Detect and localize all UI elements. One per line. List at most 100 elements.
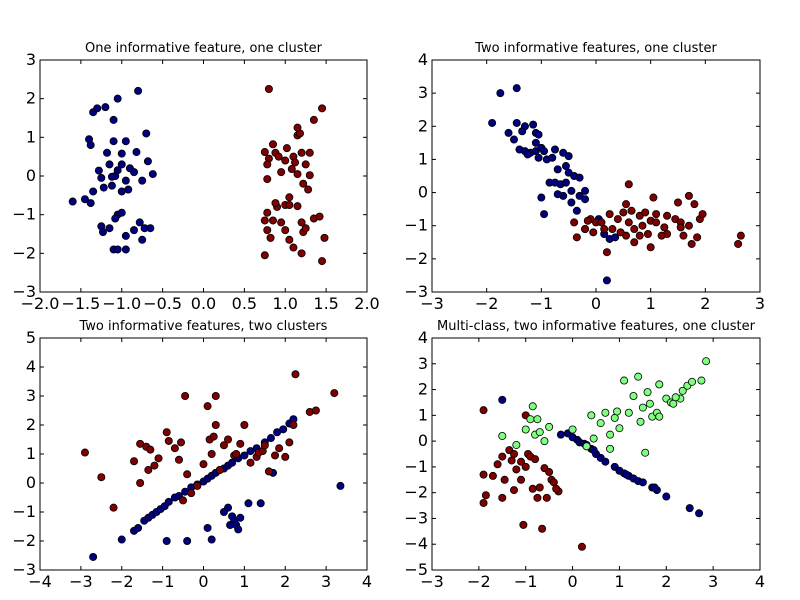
data-point [320, 233, 329, 242]
data-point [330, 389, 339, 398]
plot-area [39, 59, 368, 293]
data-point [498, 431, 507, 440]
data-point [89, 187, 98, 196]
data-point [263, 226, 272, 235]
data-point [211, 420, 220, 429]
data-point [564, 152, 573, 161]
data-point [291, 158, 300, 167]
data-point [121, 137, 130, 146]
data-point [553, 165, 562, 174]
data-point [488, 118, 497, 127]
series-class-0 [498, 395, 704, 518]
data-point [581, 186, 590, 195]
x-tick-label: 2 [280, 572, 290, 591]
y-tick-label: −4 [404, 534, 428, 553]
data-point [146, 224, 155, 233]
data-point [162, 428, 171, 437]
y-tick-label: 2 [26, 89, 36, 108]
y-tick-label: 2 [418, 380, 428, 399]
y-tick-label: −2 [12, 531, 36, 550]
data-point [615, 424, 624, 433]
data-point [132, 148, 141, 157]
data-point [509, 135, 518, 144]
data-point [86, 199, 95, 208]
data-point [179, 496, 188, 505]
data-point [260, 251, 269, 260]
data-point [583, 216, 592, 225]
data-point [509, 449, 518, 458]
data-point [293, 202, 302, 211]
data-point [624, 218, 633, 227]
data-point [657, 231, 666, 240]
data-point [643, 229, 652, 238]
data-point [684, 191, 693, 200]
data-point [695, 509, 704, 518]
data-point [138, 235, 147, 244]
data-point [479, 470, 488, 479]
data-point [611, 233, 620, 242]
data-point [641, 208, 650, 217]
data-point [121, 176, 130, 185]
data-point [226, 521, 235, 530]
x-tick-label: −1.5 [61, 294, 100, 313]
data-point [540, 437, 549, 446]
series-class-2 [498, 357, 711, 457]
data-point [207, 535, 216, 544]
data-point [678, 386, 687, 395]
y-tick-label: −1 [404, 216, 428, 235]
data-point [638, 403, 647, 412]
subplot-1: One informative feature, one cluster −2.0… [12, 41, 379, 313]
x-tick-label: 2 [700, 294, 710, 313]
data-point [109, 503, 118, 512]
data-point [517, 457, 526, 466]
data-point [663, 211, 672, 220]
y-tick-label: 2 [418, 116, 428, 135]
data-point [138, 176, 147, 185]
data-point [281, 156, 290, 165]
data-point [512, 440, 521, 449]
data-point [103, 148, 112, 157]
data-point [134, 86, 143, 95]
data-point [101, 103, 110, 112]
data-point [93, 104, 102, 113]
data-point [109, 137, 118, 146]
data-point [183, 470, 192, 479]
data-point [531, 455, 540, 464]
data-point [556, 430, 565, 439]
data-point [531, 138, 540, 147]
data-point [646, 243, 655, 252]
data-point [305, 148, 314, 157]
series-class-0 [68, 86, 157, 254]
data-point [518, 127, 527, 136]
x-tick-label: 0 [198, 572, 208, 591]
data-point [121, 231, 130, 240]
data-point [289, 243, 298, 252]
data-point [154, 454, 163, 463]
y-tick-label: −2 [404, 249, 428, 268]
data-point [613, 407, 622, 416]
data-point [224, 503, 233, 512]
data-point [630, 225, 639, 234]
y-tick-label: 2 [26, 415, 36, 434]
data-point [146, 445, 155, 454]
y-tick-label: 3 [418, 83, 428, 102]
data-point [240, 420, 249, 429]
x-tick-label: 1 [646, 294, 656, 313]
data-point [641, 448, 650, 457]
data-point [281, 226, 290, 235]
data-point [193, 481, 202, 490]
data-point [263, 175, 272, 184]
data-point [207, 449, 216, 458]
data-point [627, 206, 636, 215]
data-point [285, 235, 294, 244]
data-point [305, 171, 314, 180]
data-point [488, 471, 497, 480]
data-point [553, 190, 562, 199]
data-point [493, 460, 502, 469]
data-point [203, 402, 212, 411]
data-point [144, 465, 153, 474]
data-point [256, 499, 265, 508]
data-point [684, 221, 693, 230]
data-point [318, 104, 327, 113]
data-point [498, 395, 507, 404]
